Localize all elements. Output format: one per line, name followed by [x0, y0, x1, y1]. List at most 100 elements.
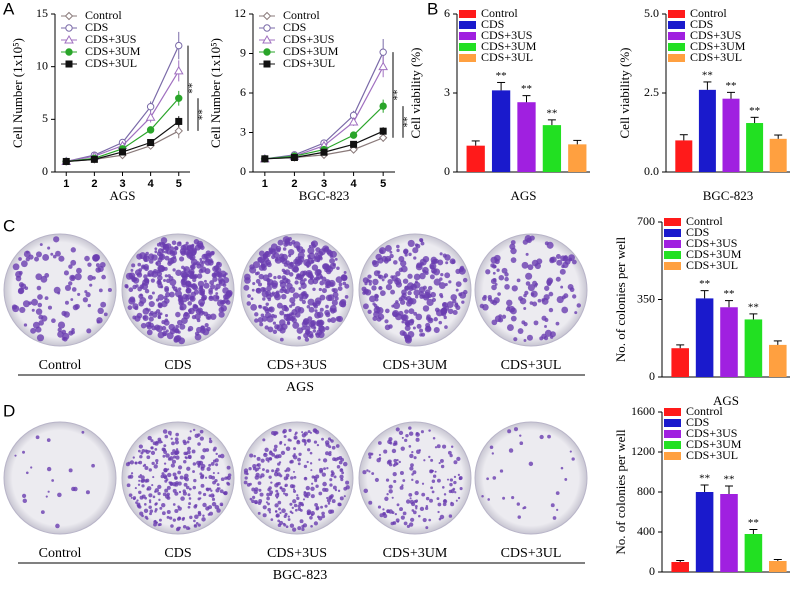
colony	[182, 312, 190, 320]
colony	[318, 256, 323, 261]
colony	[489, 445, 494, 449]
colony	[219, 489, 224, 494]
colony	[167, 472, 172, 478]
colony	[280, 450, 286, 456]
colony	[95, 263, 100, 268]
colony	[285, 446, 291, 451]
colony	[268, 306, 273, 312]
colony	[482, 304, 489, 311]
colony	[131, 263, 136, 268]
colony	[142, 265, 146, 269]
bar	[746, 123, 764, 172]
colony	[254, 318, 259, 323]
colony	[324, 309, 330, 316]
point	[175, 94, 183, 102]
colony	[420, 332, 426, 337]
legend-label: CDS+3UM	[283, 44, 339, 58]
colony	[246, 301, 252, 306]
colony	[42, 254, 50, 261]
colony	[220, 504, 223, 507]
colony	[328, 452, 332, 457]
colony	[274, 324, 280, 330]
colony	[287, 438, 291, 442]
y-tick-label: 5	[42, 111, 48, 125]
colony	[506, 324, 514, 332]
y-axis-label: Cell Number (1x10⁵)	[10, 38, 25, 148]
x-axis-label: AGS	[109, 188, 135, 203]
colony	[301, 299, 306, 305]
colony	[412, 247, 419, 254]
x-tick-label: 2	[91, 178, 97, 190]
legend-label: CDS	[686, 225, 709, 239]
colony	[383, 513, 388, 519]
colony	[403, 248, 409, 254]
colony	[425, 496, 430, 501]
legend-swatch	[664, 262, 681, 270]
colony	[157, 275, 163, 281]
colony	[314, 256, 319, 260]
colony	[53, 236, 60, 243]
colony	[517, 515, 521, 519]
colony	[385, 478, 390, 482]
colony	[379, 290, 386, 297]
colony	[261, 290, 269, 298]
colony	[219, 270, 227, 278]
colony	[47, 490, 50, 493]
colony	[175, 455, 180, 460]
colony	[511, 496, 515, 500]
colony	[331, 445, 336, 450]
colony	[419, 238, 424, 243]
colony	[437, 510, 440, 514]
colony	[439, 514, 445, 520]
colony	[340, 478, 344, 482]
colony	[148, 499, 152, 502]
colony	[179, 256, 185, 262]
colony	[31, 298, 39, 306]
colony	[560, 466, 564, 470]
colony	[381, 278, 385, 282]
colony	[331, 472, 334, 476]
colony	[148, 493, 153, 498]
colony	[455, 281, 462, 288]
y-tick-label: 800	[637, 484, 655, 498]
colony	[267, 272, 273, 278]
colony	[100, 301, 107, 308]
colony	[378, 274, 384, 280]
colony	[409, 466, 414, 471]
colony	[191, 449, 196, 454]
point	[147, 139, 155, 147]
colony	[154, 441, 159, 446]
colony	[285, 473, 290, 478]
colony	[138, 460, 143, 465]
colony	[335, 444, 340, 448]
colony	[315, 507, 319, 511]
colony	[296, 439, 300, 443]
colony	[425, 505, 429, 508]
colony	[336, 266, 340, 271]
legend-label: CDS	[85, 20, 108, 34]
colony	[303, 464, 308, 469]
colony	[297, 307, 305, 314]
colony	[82, 297, 89, 303]
colony	[84, 255, 90, 262]
colony	[439, 252, 443, 256]
legend-label: CDS+3US	[85, 32, 136, 46]
colony	[195, 522, 199, 525]
colony	[297, 526, 302, 531]
colony	[218, 311, 225, 318]
colony	[399, 470, 404, 475]
y-tick-label: 15	[36, 6, 48, 20]
colony	[262, 274, 270, 282]
colony	[431, 490, 435, 494]
point	[379, 48, 387, 56]
colony	[192, 277, 197, 283]
colony	[297, 462, 301, 466]
colony	[523, 339, 527, 342]
colony	[146, 487, 150, 491]
colony	[453, 475, 457, 479]
colony	[226, 289, 233, 297]
colony	[386, 460, 391, 465]
legend-label: CDS+3UM	[481, 39, 537, 53]
colony	[163, 319, 170, 326]
colony	[482, 296, 487, 301]
